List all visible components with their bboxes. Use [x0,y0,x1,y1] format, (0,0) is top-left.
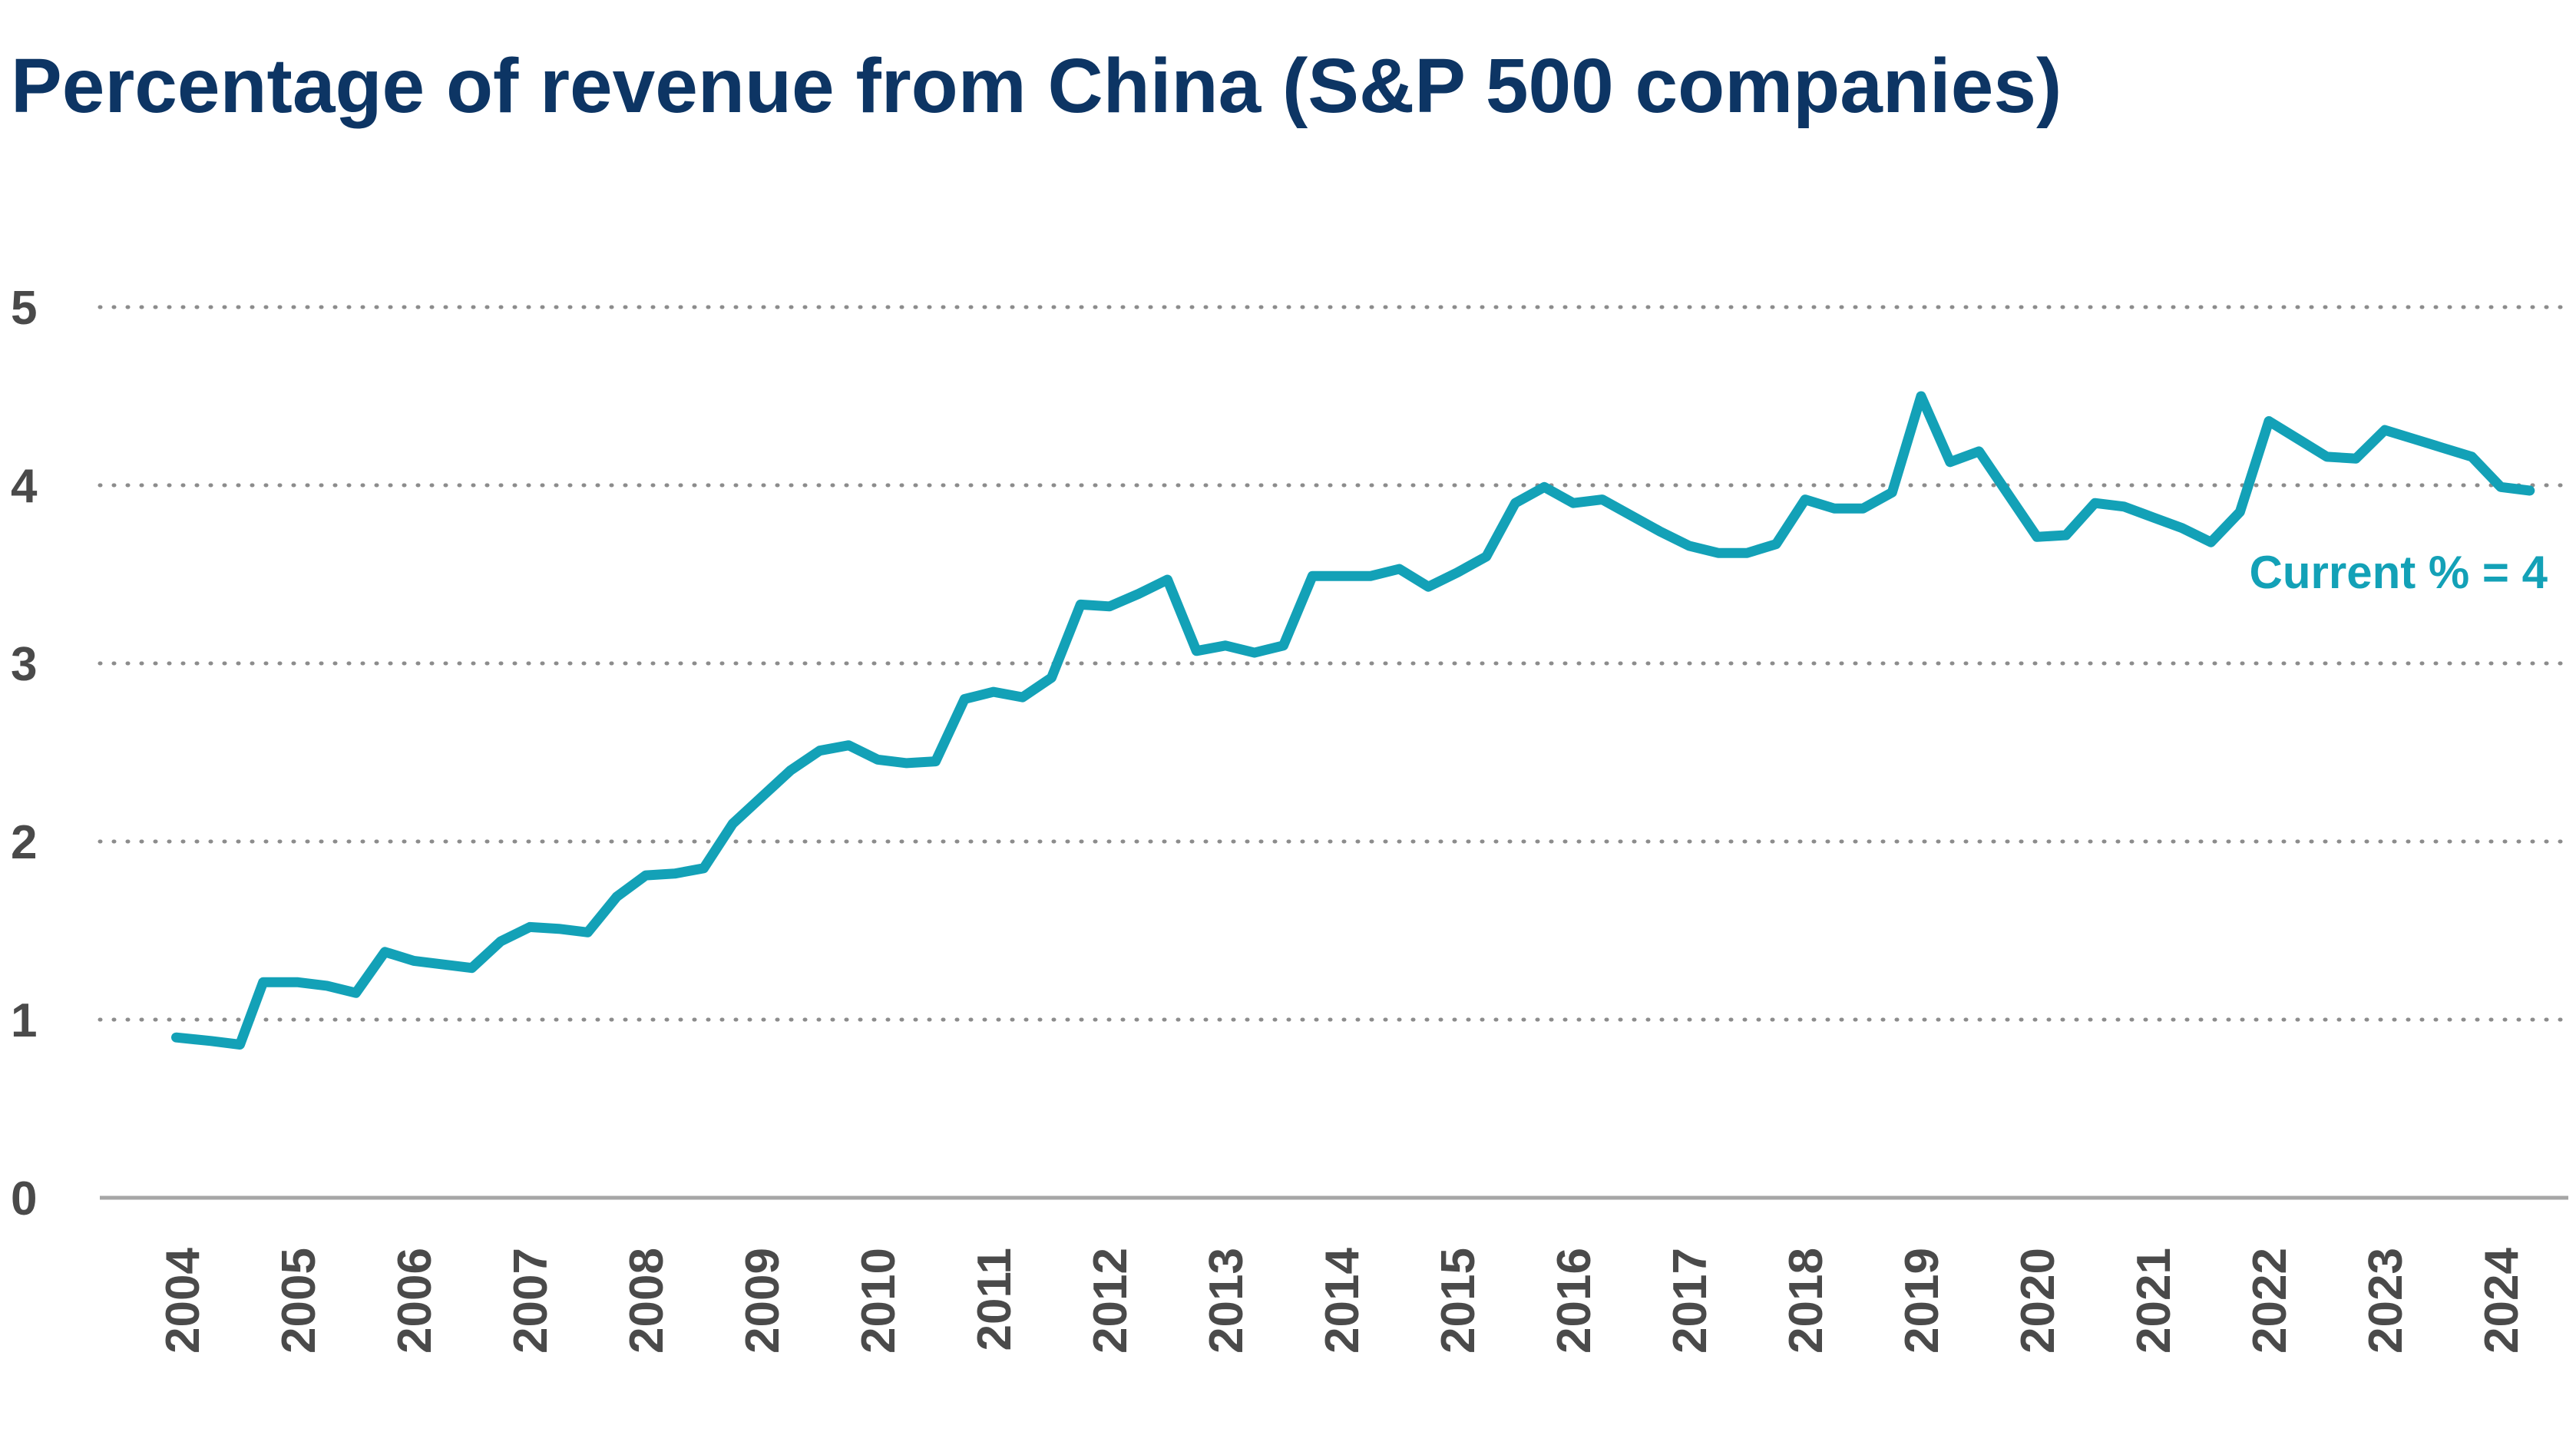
x-tick-label: 2023 [2359,1248,2412,1354]
x-tick-label: 2006 [389,1248,441,1354]
y-tick-label: 3 [11,638,37,691]
x-tick-label: 2007 [504,1248,557,1354]
y-axis: 0 1 2 3 4 5 [11,282,38,1225]
x-tick-label: 2018 [1780,1248,1833,1354]
x-tick-label: 2021 [2128,1248,2181,1354]
y-tick-label: 5 [11,282,37,335]
x-tick-label: 2019 [1896,1248,1949,1354]
x-tick-label: 2013 [1200,1248,1253,1354]
x-tick-label: 2005 [273,1248,326,1354]
y-tick-label: 1 [11,994,37,1047]
annotations: Current % = 4 [2250,547,2548,598]
x-tick-label: 2014 [1316,1247,1369,1353]
x-tick-label: 2020 [2012,1248,2065,1354]
x-tick-label: 2015 [1432,1248,1485,1354]
gridlines [98,305,2571,1200]
x-tick-label: 2022 [2244,1248,2297,1354]
y-tick-label: 0 [11,1172,37,1225]
y-tick-label: 2 [11,816,37,869]
x-tick-label: 2008 [620,1248,673,1354]
x-tick-label: 2011 [968,1248,1021,1351]
series-line [171,391,2535,1050]
chart-title: Percentage of revenue from China (S&P 50… [11,43,2062,129]
current-value-annotation: Current % = 4 [2250,547,2548,598]
x-tick-label: 2004 [157,1247,210,1353]
x-tick-label: 2009 [736,1248,789,1354]
x-tick-label: 2012 [1084,1248,1137,1354]
x-tick-label: 2016 [1548,1248,1601,1354]
x-tick-label: 2017 [1664,1248,1717,1354]
plot-area [171,391,2535,1050]
x-axis: 2004 2005 2006 2007 2008 2009 2010 2011 2012 2013… [157,1247,2528,1353]
x-tick-label: 2010 [852,1248,905,1354]
y-tick-label: 4 [11,460,38,513]
x-tick-label: 2024 [2475,1247,2528,1353]
